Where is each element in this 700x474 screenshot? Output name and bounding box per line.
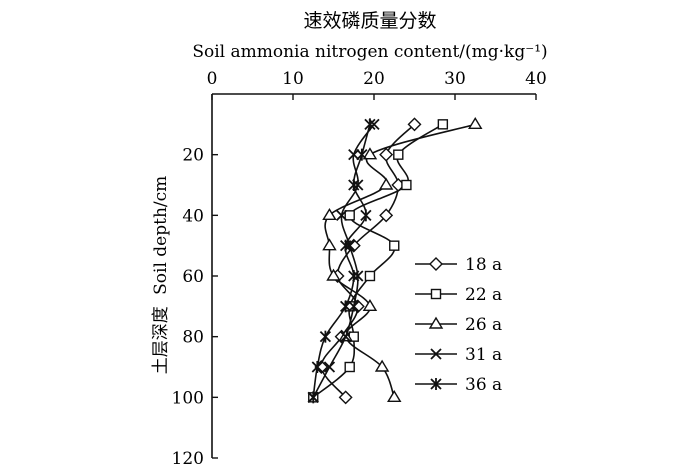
legend-label: 31 a <box>465 345 502 365</box>
data-point-26a <box>374 359 390 372</box>
y-tick-label: 120 <box>172 449 204 469</box>
data-point-26a <box>378 177 394 190</box>
x-tick-label: 30 <box>444 69 466 89</box>
series-line-18a <box>320 123 416 398</box>
legend-item-26a: 26 a <box>415 315 502 335</box>
data-point-26a <box>322 238 337 251</box>
legend-label: 26 a <box>465 315 502 335</box>
x-tick-label: 20 <box>363 69 385 89</box>
x-tick-label: 10 <box>282 69 304 89</box>
y-axis-title-cn: 土层深度 <box>151 306 171 374</box>
data-point-31a <box>340 331 352 343</box>
legend-marker-36a <box>430 378 442 390</box>
data-point-22a <box>344 361 355 373</box>
legend-marker-22a <box>430 288 442 300</box>
legend-label: 18 a <box>465 255 502 275</box>
data-point-36a <box>340 239 352 252</box>
data-point-36a <box>356 148 368 161</box>
data-point-22a <box>364 270 376 282</box>
y-axis-title-en: Soil depth/cm <box>151 176 171 295</box>
data-point-22a <box>389 240 400 251</box>
x-tick-label: 40 <box>525 69 547 89</box>
series-line-22a <box>312 123 444 398</box>
legend-label: 22 a <box>465 285 502 305</box>
svg-text:土层深度 Soil depth/cm: 土层深度 Soil depth/cm <box>151 176 171 375</box>
series-26a <box>322 116 483 403</box>
data-point-26a <box>387 389 402 403</box>
legend-item-22a: 22 a <box>415 285 502 305</box>
data-point-22a <box>393 149 404 160</box>
data-point-36a <box>364 118 376 131</box>
data-point-18a <box>379 147 394 162</box>
x-tick-label: 0 <box>207 69 218 89</box>
data-point-22a <box>344 210 355 221</box>
data-point-18a <box>338 390 353 405</box>
data-point-31a <box>335 209 348 221</box>
y-tick-label: 100 <box>172 388 204 408</box>
legend-item-18a: 18 a <box>415 255 502 275</box>
y-axis-title: 土层深度 Soil depth/cm <box>151 176 171 375</box>
data-point-26a <box>362 298 378 312</box>
series-line-36a <box>312 124 371 398</box>
series-layer <box>307 116 483 405</box>
chart-title-cn: 速效磷质量分数 <box>303 10 436 32</box>
y-tick-label: 80 <box>182 328 204 348</box>
legend-item-36a: 36 a <box>415 375 502 395</box>
series-36a <box>307 118 376 404</box>
data-point-36a <box>360 209 372 222</box>
data-point-36a <box>348 179 360 191</box>
legend-marker-31a <box>430 348 442 360</box>
data-point-18a <box>379 208 394 223</box>
legend-marker-18a <box>429 257 443 271</box>
series-line-26a <box>324 123 476 398</box>
data-point-36a <box>311 361 323 373</box>
data-point-36a <box>319 330 332 343</box>
legend-item-31a: 31 a <box>415 345 502 365</box>
legend-label: 36 a <box>465 375 502 395</box>
data-point-22a <box>437 119 449 130</box>
data-point-18a <box>407 117 422 132</box>
data-point-31a <box>323 361 336 373</box>
legend: 18 a 22 a 26 a 31 a 36 a <box>415 255 502 395</box>
legend-marker-26a <box>428 316 444 329</box>
data-point-26a <box>322 207 337 221</box>
series-line-31a <box>312 123 375 398</box>
data-point-26a <box>362 147 378 160</box>
axes: 0 10 20 30 40 20 40 60 80 100 120 <box>172 69 547 469</box>
y-tick-label: 20 <box>182 146 204 166</box>
data-point-31a <box>348 300 360 312</box>
data-point-36a <box>307 391 319 404</box>
data-point-36a <box>340 300 352 313</box>
x-axis-title: Soil ammonia nitrogen content/(mg·kg⁻¹) <box>192 42 547 62</box>
series-18a <box>314 117 422 405</box>
y-tick-label: 60 <box>182 267 204 287</box>
y-tick-label: 40 <box>182 206 204 226</box>
data-point-22a <box>401 179 412 191</box>
data-point-26a <box>326 268 341 281</box>
data-point-36a <box>348 270 360 282</box>
data-point-26a <box>468 116 483 130</box>
data-point-31a <box>348 149 360 161</box>
